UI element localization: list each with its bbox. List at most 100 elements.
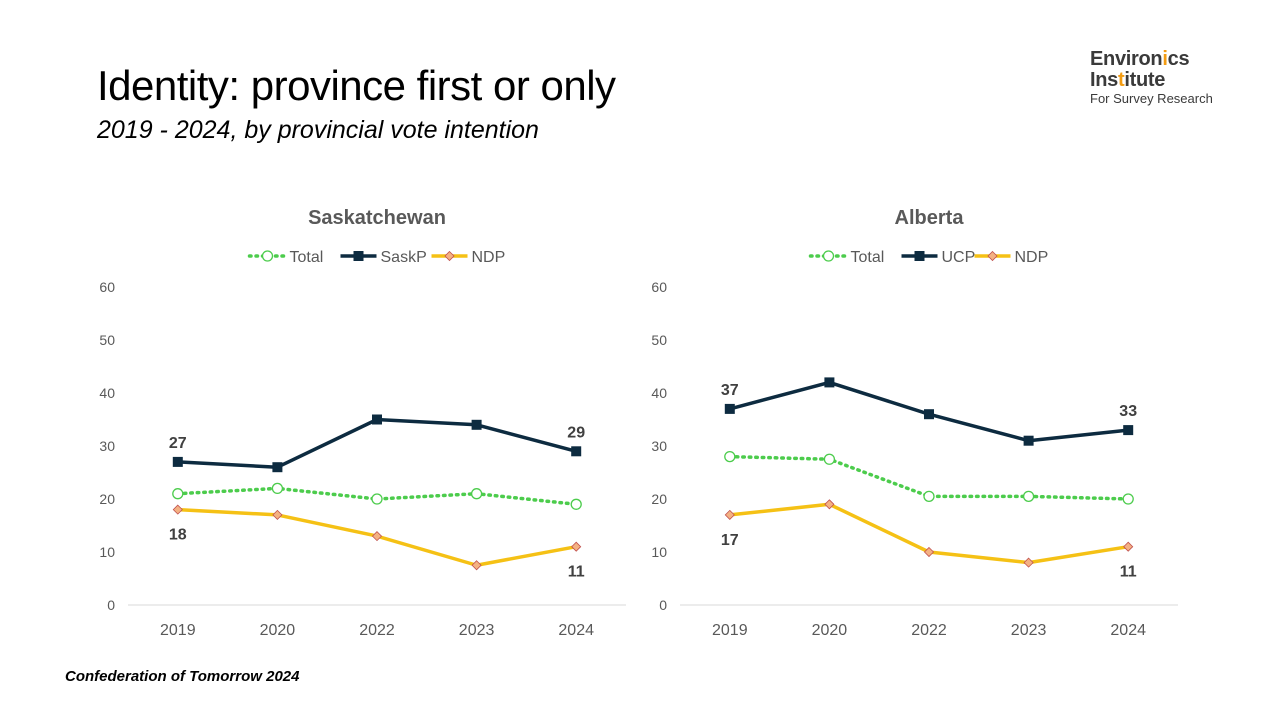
legend-marker-total <box>261 250 274 262</box>
series-party <box>724 377 1134 446</box>
x-tick-label: 2020 <box>812 622 848 639</box>
chart-saskatchewan: Saskatchewan Total SaskP NDP 0 10 20 30 40 50 60 20… <box>99 207 626 639</box>
data-point-total <box>1022 490 1035 503</box>
x-tick-label: 2019 <box>712 622 748 639</box>
page-subtitle: 2019 - 2024, by provincial vote intentio… <box>97 116 539 144</box>
y-tick-label: 40 <box>99 385 115 401</box>
data-point-party <box>824 377 835 388</box>
y-tick-label: 10 <box>651 544 667 560</box>
data-point-ndp <box>724 509 735 520</box>
data-label-party: 37 <box>721 382 739 399</box>
y-tick-label: 0 <box>107 597 115 613</box>
x-tick-label: 2019 <box>160 622 196 639</box>
data-point-party <box>372 414 382 425</box>
data-point-total <box>172 488 184 500</box>
chart-alberta: Alberta Total UCP NDP 0 10 20 30 40 50 60 2019 2020 2… <box>651 207 1178 639</box>
data-point-party <box>1123 425 1134 436</box>
x-tick-label: 2023 <box>459 622 495 639</box>
legend-label-ndp: NDP <box>1015 249 1049 266</box>
data-label-ndp: 11 <box>568 564 585 581</box>
data-point-total <box>923 490 935 503</box>
series-line-total <box>728 454 1130 501</box>
data-point-ndp <box>1123 541 1134 552</box>
data-point-party <box>924 409 934 420</box>
y-tick-label: 20 <box>651 491 667 507</box>
environics-logo: Environics Institute For Survey Research <box>1090 49 1230 107</box>
logo-accent-letter: i <box>1162 48 1168 70</box>
series-line-party <box>177 417 577 469</box>
data-point-total <box>371 493 383 505</box>
y-tick-label: 30 <box>651 438 667 454</box>
page-title: Identity: province first or only <box>97 62 616 109</box>
data-point-total <box>570 498 582 510</box>
data-label-ndp: 18 <box>169 527 187 544</box>
x-tick-label: 2024 <box>1110 622 1146 639</box>
legend-item-party: SaskP <box>340 249 427 266</box>
chart-title: Alberta <box>895 207 965 229</box>
series-total <box>172 482 582 510</box>
data-point-ndp <box>172 504 183 515</box>
y-tick-label: 0 <box>659 597 667 613</box>
x-tick-label: 2024 <box>558 622 594 639</box>
chart-title: Saskatchewan <box>308 207 446 229</box>
y-tick-label: 50 <box>651 332 667 348</box>
series-ndp <box>172 504 582 571</box>
y-tick-label: 40 <box>651 385 667 401</box>
data-point-ndp <box>923 546 935 558</box>
logo-line-2: Institute <box>1090 70 1230 91</box>
logo-text: cs <box>1167 48 1190 70</box>
y-tick-label: 30 <box>99 438 115 454</box>
logo-text: Environ <box>1090 48 1163 70</box>
logo-tagline: For Survey Research <box>1090 91 1213 106</box>
legend-marker-ndp <box>444 250 455 262</box>
legend-marker-party <box>914 251 925 261</box>
data-point-ndp <box>371 531 383 542</box>
data-label-ndp: 17 <box>721 532 739 549</box>
logo-line-1: Environics <box>1090 49 1230 70</box>
legend-marker-ndp <box>987 250 998 262</box>
y-tick-label: 60 <box>99 279 115 295</box>
series-party <box>172 414 582 473</box>
chart-legend: Total UCP NDP <box>808 249 1049 266</box>
legend-label-ndp: NDP <box>472 249 506 266</box>
legend-item-total: Total <box>247 249 323 266</box>
legend-item-ndp: NDP <box>974 249 1049 266</box>
data-point-ndp <box>272 509 283 520</box>
data-point-party <box>724 403 735 414</box>
data-point-total <box>271 482 284 495</box>
x-tick-label: 2020 <box>260 622 296 639</box>
series-total <box>724 450 1134 505</box>
data-label-ndp: 11 <box>1120 564 1137 581</box>
y-tick-label: 20 <box>99 491 115 507</box>
data-label-party: 29 <box>567 424 585 441</box>
chart-legend: Total SaskP NDP <box>247 249 506 266</box>
y-tick-label: 60 <box>651 279 667 295</box>
source-footer: Confederation of Tomorrow 2024 <box>65 668 300 685</box>
legend-label-party: UCP <box>942 249 976 266</box>
legend-item-total: Total <box>808 249 885 266</box>
logo-text: Ins <box>1090 69 1118 91</box>
data-point-party <box>1023 435 1034 446</box>
x-tick-label: 2022 <box>359 622 395 639</box>
x-tick-label: 2023 <box>1011 622 1047 639</box>
data-point-party <box>571 446 582 457</box>
data-point-ndp <box>824 499 835 510</box>
series-ndp <box>724 499 1134 568</box>
data-point-party <box>172 456 183 467</box>
data-point-ndp <box>571 541 582 552</box>
legend-label-party: SaskP <box>381 249 427 266</box>
data-point-ndp <box>471 560 482 571</box>
data-point-total <box>470 488 483 500</box>
y-tick-label: 10 <box>99 544 115 560</box>
legend-item-party: UCP <box>901 249 976 266</box>
logo-text: itute <box>1124 69 1166 91</box>
logo-accent-letter: t <box>1118 69 1125 91</box>
legend-marker-total <box>822 250 835 262</box>
legend-marker-party <box>353 251 364 261</box>
x-tick-label: 2022 <box>911 622 947 639</box>
legend-item-ndp: NDP <box>431 249 506 266</box>
data-point-total <box>823 453 836 465</box>
data-point-total <box>1122 493 1134 505</box>
data-point-party <box>471 419 482 430</box>
legend-label-total: Total <box>851 249 885 266</box>
